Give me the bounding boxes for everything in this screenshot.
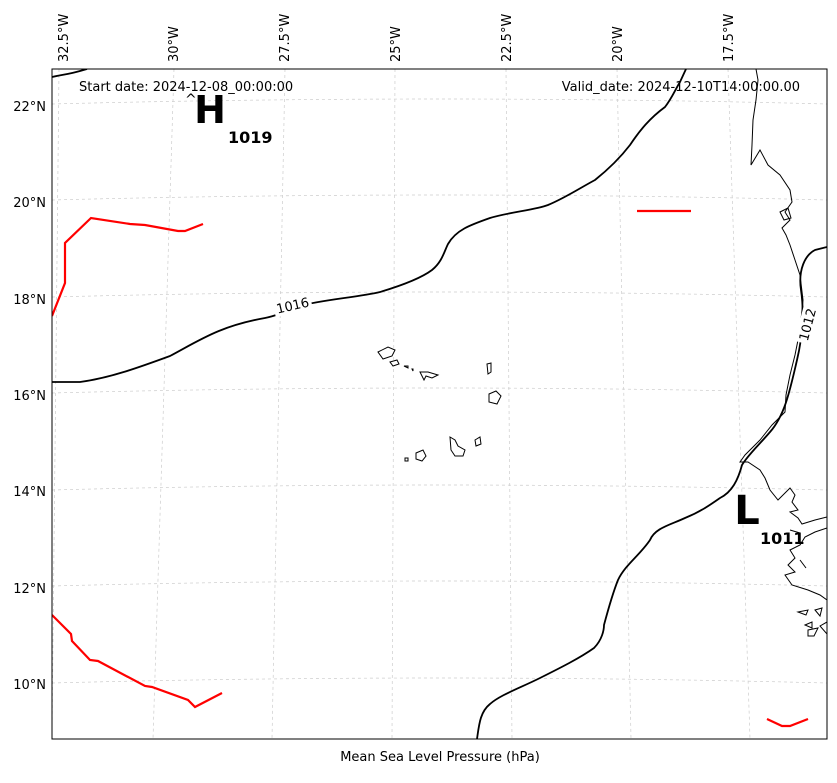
- island-santiago: [449, 436, 466, 457]
- lat-label-12n: 12°N: [13, 582, 46, 597]
- isobars: [52, 69, 827, 739]
- lat-label-14n: 14°N: [13, 485, 46, 500]
- coast-island-near-dakar: [779, 207, 792, 221]
- island-fogo: [415, 449, 427, 462]
- front-line-northwest: [52, 216, 204, 317]
- island-sao-nicolau: [419, 371, 440, 382]
- island-maio: [474, 436, 482, 447]
- coastline: [739, 69, 827, 637]
- isobar-1012: [476, 246, 827, 739]
- longitude-labels: 32.5°W 30°W 27.5°W 25°W 22.5°W 20°W 17.5…: [57, 14, 737, 62]
- lat-label-16n: 16°N: [13, 389, 46, 404]
- island-santa-luzia: [403, 365, 409, 369]
- map-caption: Mean Sea Level Pressure (hPa): [340, 750, 540, 765]
- latitude-labels: 22°N 20°N 18°N 16°N 14°N 12°N 10°N: [13, 100, 46, 693]
- lon-label-17-5w: 17.5°W: [722, 14, 737, 62]
- isobar-top-left-fragment: [52, 69, 88, 78]
- isobar-label-1016-group: 1016: [272, 292, 313, 318]
- parallel-gridlines: [52, 98, 827, 684]
- lat-label-10n: 10°N: [13, 678, 46, 693]
- island-sal: [486, 362, 492, 375]
- island-sao-vicente: [389, 359, 400, 367]
- cape-verde-islands: [377, 346, 502, 462]
- map-frame: [51, 68, 828, 740]
- front-line-southwest: [52, 614, 223, 709]
- lon-label-22-5w: 22.5°W: [500, 14, 515, 62]
- lon-label-25w: 25°W: [389, 26, 404, 62]
- front-line-southeast: [766, 717, 809, 728]
- island-boa-vista: [488, 390, 502, 405]
- low-pressure-marker: L: [734, 488, 760, 534]
- island-dot: [411, 368, 414, 372]
- lon-label-30w: 30°W: [167, 26, 182, 62]
- coast-detail-gambia: [789, 529, 807, 569]
- lat-label-18n: 18°N: [13, 293, 46, 308]
- coast-islands-south: [796, 607, 827, 637]
- low-pressure-value: 1011: [760, 529, 805, 548]
- lon-label-20w: 20°W: [611, 26, 626, 62]
- lon-label-27-5w: 27.5°W: [278, 14, 293, 62]
- lon-label-32-5w: 32.5°W: [57, 14, 72, 62]
- lat-label-22n: 22°N: [13, 100, 46, 115]
- map-area: [52, 69, 827, 739]
- valid-date-label: Valid_date: 2024-12-10T14:00:00.00: [562, 80, 800, 95]
- island-brava: [404, 457, 409, 462]
- africa-coast-south: [784, 527, 827, 601]
- africa-coast: [739, 69, 827, 525]
- island-santo-antao: [377, 346, 396, 360]
- high-pressure-marker-symbol: ^: [185, 92, 197, 108]
- start-date-label: Start date: 2024-12-08_00:00:00: [79, 80, 293, 95]
- high-pressure-marker: H: [194, 88, 226, 132]
- isobar-1016: [52, 69, 687, 383]
- lat-label-20n: 20°N: [13, 196, 46, 211]
- meridian-gridlines: [52, 69, 751, 739]
- isobar-label-1016: 1016: [275, 295, 311, 317]
- high-pressure-value: 1019: [228, 128, 273, 147]
- front-lines: [52, 209, 809, 728]
